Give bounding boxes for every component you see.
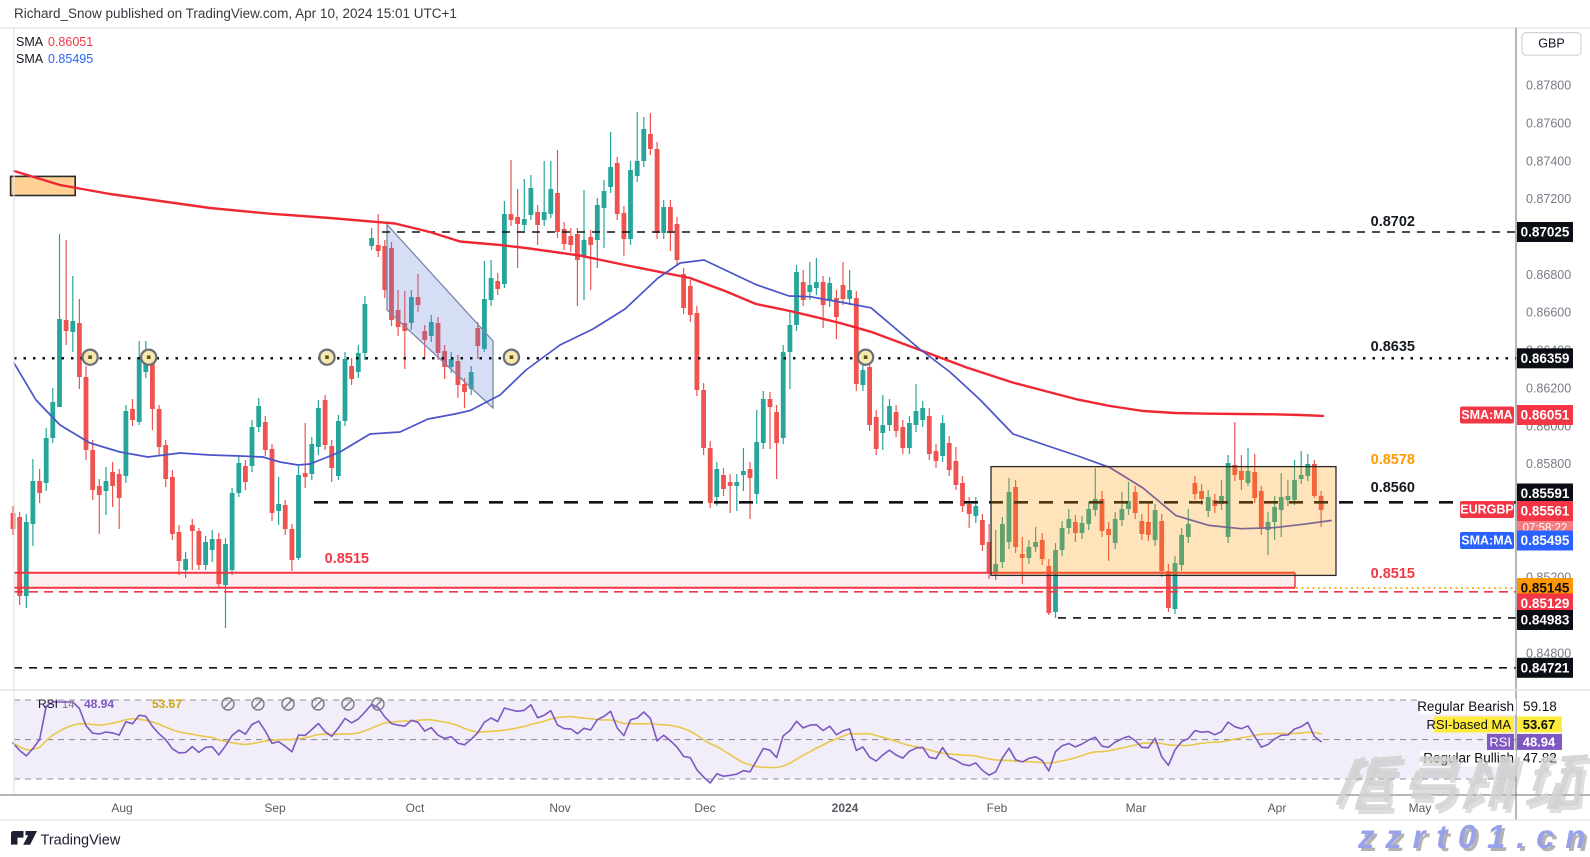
- svg-text:0.85495: 0.85495: [1521, 533, 1570, 548]
- svg-text:2024: 2024: [832, 801, 859, 815]
- svg-text:0.84983: 0.84983: [1521, 613, 1570, 628]
- svg-text:TradingView: TradingView: [41, 833, 121, 849]
- svg-text:59.18: 59.18: [1523, 699, 1557, 714]
- svg-text:0.85145: 0.85145: [1521, 581, 1570, 596]
- svg-text:0.8515: 0.8515: [1371, 566, 1415, 582]
- svg-text:SMA: SMA: [16, 35, 44, 49]
- svg-text:47.82: 47.82: [1523, 751, 1557, 766]
- svg-text:Richard_Snow published on Trad: Richard_Snow published on TradingView.co…: [14, 6, 457, 21]
- svg-text:53.67: 53.67: [1523, 717, 1556, 732]
- svg-text:Apr: Apr: [1268, 801, 1287, 815]
- svg-text:EURGBP: EURGBP: [1460, 503, 1513, 517]
- svg-text:Oct: Oct: [406, 801, 425, 815]
- svg-text:0.87600: 0.87600: [1526, 117, 1571, 131]
- svg-text:Regular Bearish: Regular Bearish: [1417, 699, 1514, 714]
- svg-text:14: 14: [62, 699, 74, 711]
- svg-text:RSI: RSI: [1489, 735, 1511, 750]
- svg-text:SMA: SMA: [16, 52, 44, 66]
- svg-text:0.86600: 0.86600: [1526, 306, 1571, 320]
- svg-text:0.8635: 0.8635: [1371, 339, 1415, 355]
- svg-text:0.85495: 0.85495: [48, 52, 93, 66]
- svg-text:0.8702: 0.8702: [1371, 214, 1415, 230]
- svg-text:0.8560: 0.8560: [1371, 480, 1415, 496]
- svg-text:0.85129: 0.85129: [1521, 596, 1570, 611]
- svg-text:Aug: Aug: [111, 801, 132, 815]
- svg-text:0.87800: 0.87800: [1526, 79, 1571, 93]
- svg-text:RSI: RSI: [38, 697, 58, 711]
- svg-text:SMA:MA: SMA:MA: [1461, 534, 1512, 548]
- svg-text:May: May: [1409, 801, 1432, 815]
- svg-text:53.67: 53.67: [152, 697, 182, 711]
- svg-text:RSI-based MA: RSI-based MA: [1426, 717, 1511, 732]
- svg-text:0.86051: 0.86051: [48, 35, 93, 49]
- svg-text:0.86051: 0.86051: [1521, 408, 1570, 423]
- svg-text:0.84721: 0.84721: [1521, 660, 1570, 675]
- svg-text:0.85800: 0.85800: [1526, 457, 1571, 471]
- svg-text:0.86359: 0.86359: [1521, 351, 1570, 366]
- svg-text:0.8515: 0.8515: [325, 551, 369, 567]
- svg-text:0.84800: 0.84800: [1526, 646, 1571, 660]
- svg-text:z z r t 0 1 . c n: z z r t 0 1 . c n: [1360, 821, 1589, 857]
- svg-text:0.87200: 0.87200: [1526, 192, 1571, 206]
- svg-text:0.87025: 0.87025: [1521, 225, 1570, 240]
- svg-text:0.86800: 0.86800: [1526, 268, 1571, 282]
- svg-text:z z r t 0 1 . c n: z z r t 0 1 . c n: [1357, 818, 1586, 855]
- svg-text:0.87400: 0.87400: [1526, 154, 1571, 168]
- svg-text:SMA:MA: SMA:MA: [1461, 408, 1512, 422]
- svg-text:Sep: Sep: [264, 801, 286, 815]
- svg-text:Mar: Mar: [1126, 801, 1147, 815]
- svg-text:48.94: 48.94: [1523, 735, 1556, 750]
- svg-text:GBP: GBP: [1538, 37, 1564, 51]
- svg-text:0.85561: 0.85561: [1521, 504, 1570, 519]
- svg-text:Nov: Nov: [549, 801, 570, 815]
- svg-text:Feb: Feb: [987, 801, 1008, 815]
- svg-text:0.86200: 0.86200: [1526, 381, 1571, 395]
- svg-text:Dec: Dec: [694, 801, 715, 815]
- svg-text:0.8578: 0.8578: [1371, 452, 1415, 468]
- svg-text:0.85591: 0.85591: [1521, 486, 1570, 501]
- svg-text:48.94: 48.94: [84, 697, 114, 711]
